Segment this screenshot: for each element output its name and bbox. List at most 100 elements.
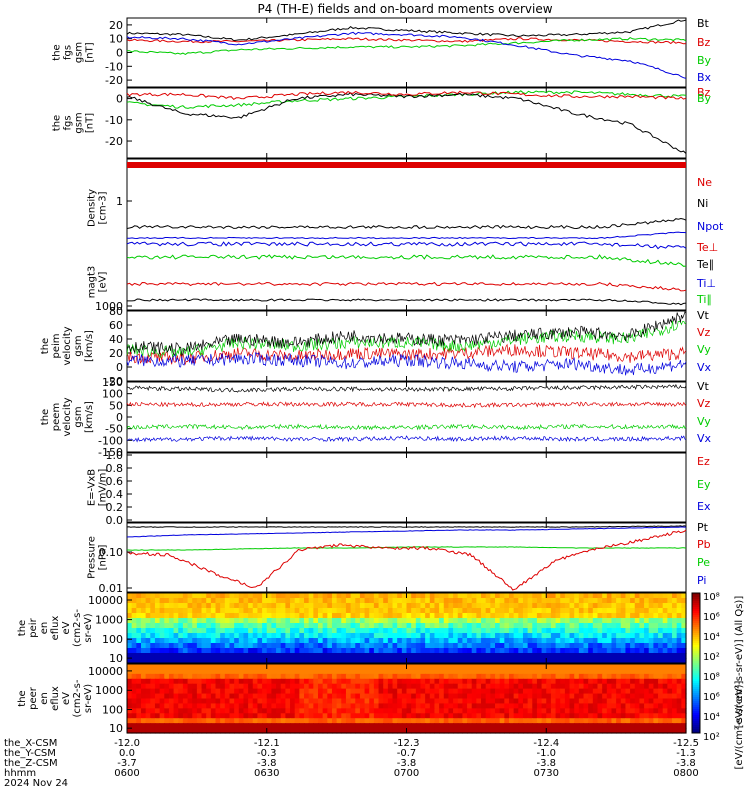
heatmap-cell (127, 593, 133, 599)
heatmap-cell (676, 703, 682, 709)
heatmap-cell (606, 683, 613, 690)
heatmap-cell (536, 673, 543, 680)
heatmap-cell (196, 693, 203, 700)
heatmap-cell (504, 648, 510, 654)
heatmap-cell (625, 593, 631, 599)
heatmap-cell (220, 613, 226, 619)
heatmap-cell (350, 683, 356, 690)
heatmap-cell (448, 683, 454, 690)
heatmap-cell (355, 643, 361, 649)
heatmap-cell (644, 633, 650, 639)
heatmap-cell (224, 723, 231, 729)
heatmap-cell (434, 623, 440, 629)
heatmap-cell (173, 718, 179, 724)
heatmap-cell (425, 673, 431, 680)
heatmap-cell (672, 633, 678, 639)
heatmap-cell (392, 628, 398, 634)
heatmap-cell (131, 708, 137, 714)
heatmap-cell (420, 658, 426, 664)
heatmap-cell (136, 598, 142, 604)
heatmap-cell (238, 648, 245, 654)
heatmap-cell (616, 708, 622, 714)
heatmap-cell (439, 658, 445, 664)
heatmap-cell (150, 683, 156, 690)
heatmap-cell (317, 698, 324, 705)
heatmap-cell (299, 708, 305, 714)
heatmap-cell (588, 638, 594, 644)
heatmap-cell (266, 678, 273, 685)
heatmap-cell (276, 708, 282, 714)
heatmap-cell (415, 693, 422, 700)
heatmap-cell (355, 633, 361, 639)
heatmap-cell (317, 683, 324, 690)
heatmap-cell (196, 703, 203, 709)
heatmap-cell (644, 693, 650, 700)
heatmap-cell (564, 728, 571, 734)
heatmap-cell (294, 718, 300, 724)
heatmap-cell (178, 613, 184, 619)
heatmap-cell (159, 648, 165, 654)
heatmap-cell (513, 723, 519, 729)
heatmap-cell (448, 603, 454, 609)
heatmap-cell (453, 633, 459, 639)
heatmap-cell (429, 653, 436, 659)
heatmap-cell (383, 603, 389, 609)
heatmap-cell (401, 593, 408, 599)
heatmap-cell (532, 723, 538, 729)
heatmap-cell (387, 623, 394, 629)
heatmap-cell (336, 718, 342, 724)
ytick-label: 1 (116, 195, 123, 208)
heatmap-cell (569, 628, 575, 634)
heatmap-cell (304, 713, 310, 719)
heatmap-cell (639, 628, 645, 634)
heatmap-cell (625, 598, 631, 604)
heatmap-cell (518, 708, 524, 714)
heatmap-cell (620, 668, 627, 675)
heatmap-cell (490, 603, 496, 609)
heatmap-cell (154, 593, 161, 599)
heatmap-cell (518, 673, 524, 680)
heatmap-cell (308, 648, 314, 654)
heatmap-cell (639, 683, 645, 690)
heatmap-cell (127, 603, 133, 609)
heatmap-cell (206, 723, 212, 729)
heatmap-cell (317, 618, 324, 624)
heatmap-cell (159, 638, 165, 644)
heatmap-cell (569, 688, 575, 695)
heatmap-cell (192, 593, 198, 599)
heatmap-cell (182, 658, 189, 664)
heatmap-cell (331, 633, 338, 639)
heatmap-cell (285, 728, 291, 734)
heatmap-cell (327, 618, 333, 624)
heatmap-cell (317, 713, 324, 719)
heatmap-cell (327, 623, 333, 629)
heatmap-cell (434, 708, 440, 714)
heatmap-cell (658, 728, 664, 734)
heatmap-cell (602, 703, 608, 709)
heatmap-cell (294, 618, 300, 624)
heatmap-cell (495, 613, 501, 619)
heatmap-cell (406, 688, 412, 695)
heatmap-cell (560, 718, 566, 724)
heatmap-cell (611, 703, 617, 709)
colorbar-step (692, 657, 700, 660)
heatmap-cell (667, 653, 673, 659)
heatmap-cell (145, 613, 151, 619)
heatmap-cell (411, 628, 417, 634)
heatmap-cell (271, 728, 277, 734)
heatmap-cell (331, 713, 338, 719)
heatmap-cell (676, 598, 682, 604)
heatmap-cell (541, 648, 547, 654)
heatmap-cell (536, 723, 543, 729)
heatmap-cell (262, 628, 268, 634)
heatmap-cell (345, 638, 352, 644)
heatmap-cell (290, 718, 296, 724)
heatmap-cell (634, 668, 641, 675)
heatmap-cell (415, 698, 422, 705)
heatmap-cell (662, 718, 668, 724)
heatmap-cell (439, 728, 445, 734)
heatmap-cell (350, 728, 356, 734)
heatmap-cell (271, 633, 277, 639)
heatmap-cell (504, 693, 510, 700)
